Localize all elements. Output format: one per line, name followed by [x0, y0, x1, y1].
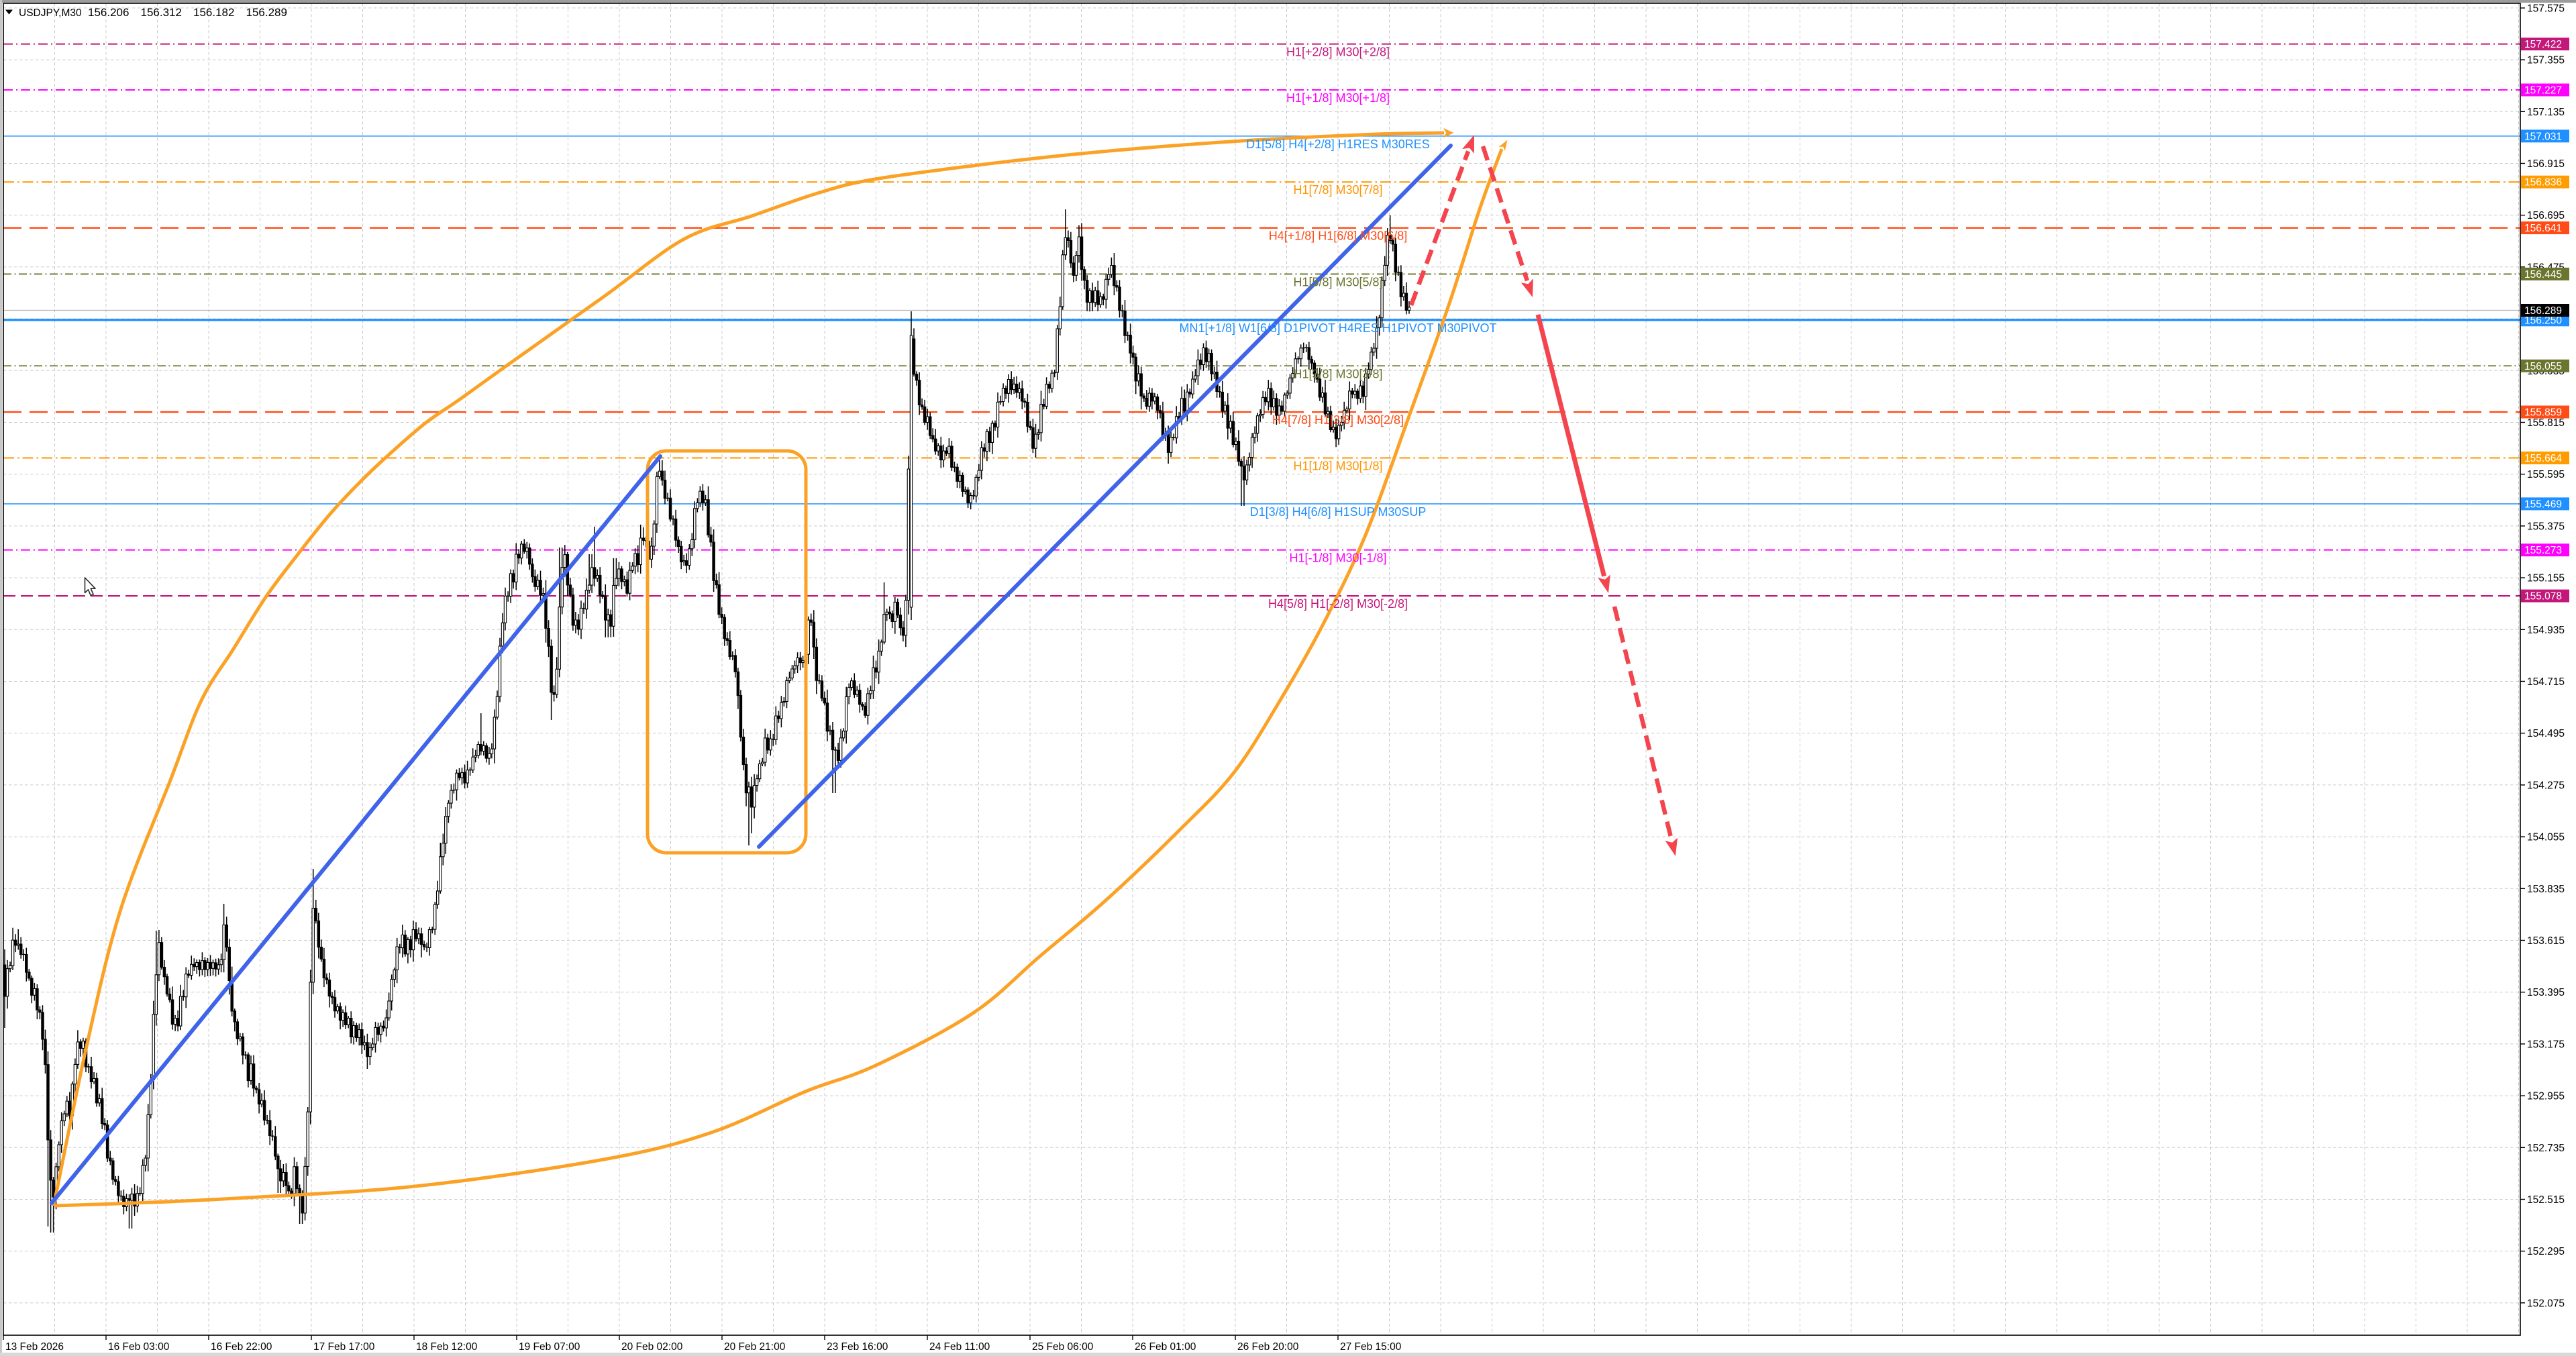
svg-text:157.575: 157.575 — [2527, 3, 2565, 14]
svg-text:16 Feb 03:00: 16 Feb 03:00 — [108, 1341, 170, 1353]
svg-text:156.445: 156.445 — [2524, 269, 2562, 280]
svg-text:152.295: 152.295 — [2527, 1246, 2565, 1257]
svg-text:154.055: 154.055 — [2527, 832, 2565, 843]
svg-text:152.515: 152.515 — [2527, 1194, 2565, 1206]
svg-text:154.715: 154.715 — [2527, 676, 2565, 688]
svg-text:153.395: 153.395 — [2527, 987, 2565, 998]
svg-text:154.275: 154.275 — [2527, 780, 2565, 791]
svg-text:156.836: 156.836 — [2524, 177, 2562, 189]
svg-text:26 Feb 20:00: 26 Feb 20:00 — [1237, 1341, 1299, 1353]
svg-text:157.355: 157.355 — [2527, 55, 2565, 66]
svg-text:155.664: 155.664 — [2524, 453, 2562, 464]
svg-text:152.955: 152.955 — [2527, 1091, 2565, 1102]
svg-text:156.289: 156.289 — [246, 6, 287, 19]
svg-text:24 Feb 11:00: 24 Feb 11:00 — [929, 1341, 990, 1353]
svg-text:156.641: 156.641 — [2524, 223, 2562, 234]
svg-text:25 Feb 06:00: 25 Feb 06:00 — [1032, 1341, 1094, 1353]
svg-text:157.031: 157.031 — [2524, 131, 2562, 142]
svg-text:MN1[+1/8] W1[6/8] D1PIVOT H4RE: MN1[+1/8] W1[6/8] D1PIVOT H4RES H1PIVOT … — [1179, 321, 1496, 335]
svg-text:D1[3/8] H4[6/8] H1SUP M30SUP: D1[3/8] H4[6/8] H1SUP M30SUP — [1250, 505, 1427, 519]
svg-text:19 Feb 07:00: 19 Feb 07:00 — [519, 1341, 580, 1353]
svg-text:D1[5/8] H4[+2/8] H1RES M30RES: D1[5/8] H4[+2/8] H1RES M30RES — [1246, 138, 1430, 151]
svg-text:H4[5/8] H1[-2/8] M30[-2/8]: H4[5/8] H1[-2/8] M30[-2/8] — [1268, 597, 1408, 611]
svg-text:154.935: 154.935 — [2527, 625, 2565, 636]
svg-text:156.206: 156.206 — [88, 6, 129, 19]
svg-text:17 Feb 17:00: 17 Feb 17:00 — [313, 1341, 375, 1353]
svg-text:156.915: 156.915 — [2527, 158, 2565, 170]
svg-text:153.175: 153.175 — [2527, 1039, 2565, 1050]
svg-text:156.312: 156.312 — [141, 6, 182, 19]
svg-text:155.815: 155.815 — [2527, 417, 2565, 429]
svg-text:153.835: 153.835 — [2527, 884, 2565, 895]
svg-text:H1[5/8] M30[5/8]: H1[5/8] M30[5/8] — [1293, 275, 1382, 289]
svg-text:20 Feb 02:00: 20 Feb 02:00 — [621, 1341, 683, 1353]
svg-text:154.495: 154.495 — [2527, 728, 2565, 739]
svg-text:156.055: 156.055 — [2524, 361, 2562, 372]
svg-text:H1[3/8] M30[3/8]: H1[3/8] M30[3/8] — [1293, 367, 1382, 380]
svg-text:155.078: 155.078 — [2524, 591, 2562, 603]
svg-text:156.250: 156.250 — [2524, 315, 2562, 326]
svg-text:152.075: 152.075 — [2527, 1298, 2565, 1309]
svg-text:155.469: 155.469 — [2524, 499, 2562, 510]
svg-text:157.135: 157.135 — [2527, 107, 2565, 118]
svg-text:156.182: 156.182 — [193, 6, 234, 19]
svg-text:155.273: 155.273 — [2524, 545, 2562, 556]
svg-text:157.227: 157.227 — [2524, 85, 2562, 97]
svg-text:26 Feb 01:00: 26 Feb 01:00 — [1135, 1341, 1196, 1353]
svg-text:27 Feb 15:00: 27 Feb 15:00 — [1340, 1341, 1402, 1353]
svg-text:13 Feb 2026: 13 Feb 2026 — [5, 1341, 64, 1353]
svg-text:155.155: 155.155 — [2527, 573, 2565, 584]
svg-text:155.595: 155.595 — [2527, 469, 2565, 480]
svg-text:153.615: 153.615 — [2527, 935, 2565, 947]
svg-text:20 Feb 21:00: 20 Feb 21:00 — [724, 1341, 786, 1353]
svg-text:USDJPY,M30: USDJPY,M30 — [19, 7, 82, 19]
svg-text:156.695: 156.695 — [2527, 210, 2565, 221]
svg-text:H1[1/8] M30[1/8]: H1[1/8] M30[1/8] — [1293, 460, 1382, 473]
svg-text:H1[7/8] M30[7/8]: H1[7/8] M30[7/8] — [1293, 183, 1382, 197]
svg-text:16 Feb 22:00: 16 Feb 22:00 — [211, 1341, 272, 1353]
svg-text:H1[-1/8] M30[-1/8]: H1[-1/8] M30[-1/8] — [1289, 552, 1386, 565]
svg-text:H1[+2/8] M30[+2/8]: H1[+2/8] M30[+2/8] — [1286, 46, 1390, 59]
svg-text:18 Feb 12:00: 18 Feb 12:00 — [416, 1341, 478, 1353]
svg-text:155.375: 155.375 — [2527, 521, 2565, 532]
svg-text:H4[7/8] H1[2/8] M30[2/8]: H4[7/8] H1[2/8] M30[2/8] — [1272, 413, 1404, 427]
svg-text:155.859: 155.859 — [2524, 407, 2562, 419]
svg-text:23 Feb 16:00: 23 Feb 16:00 — [827, 1341, 888, 1353]
svg-text:H4[+1/8] H1[6/8] M30[6/8]: H4[+1/8] H1[6/8] M30[6/8] — [1269, 229, 1408, 243]
svg-text:157.422: 157.422 — [2524, 39, 2562, 50]
svg-text:156.289: 156.289 — [2524, 305, 2562, 317]
svg-text:H1[+1/8] M30[+1/8]: H1[+1/8] M30[+1/8] — [1286, 91, 1390, 105]
svg-text:152.735: 152.735 — [2527, 1143, 2565, 1154]
